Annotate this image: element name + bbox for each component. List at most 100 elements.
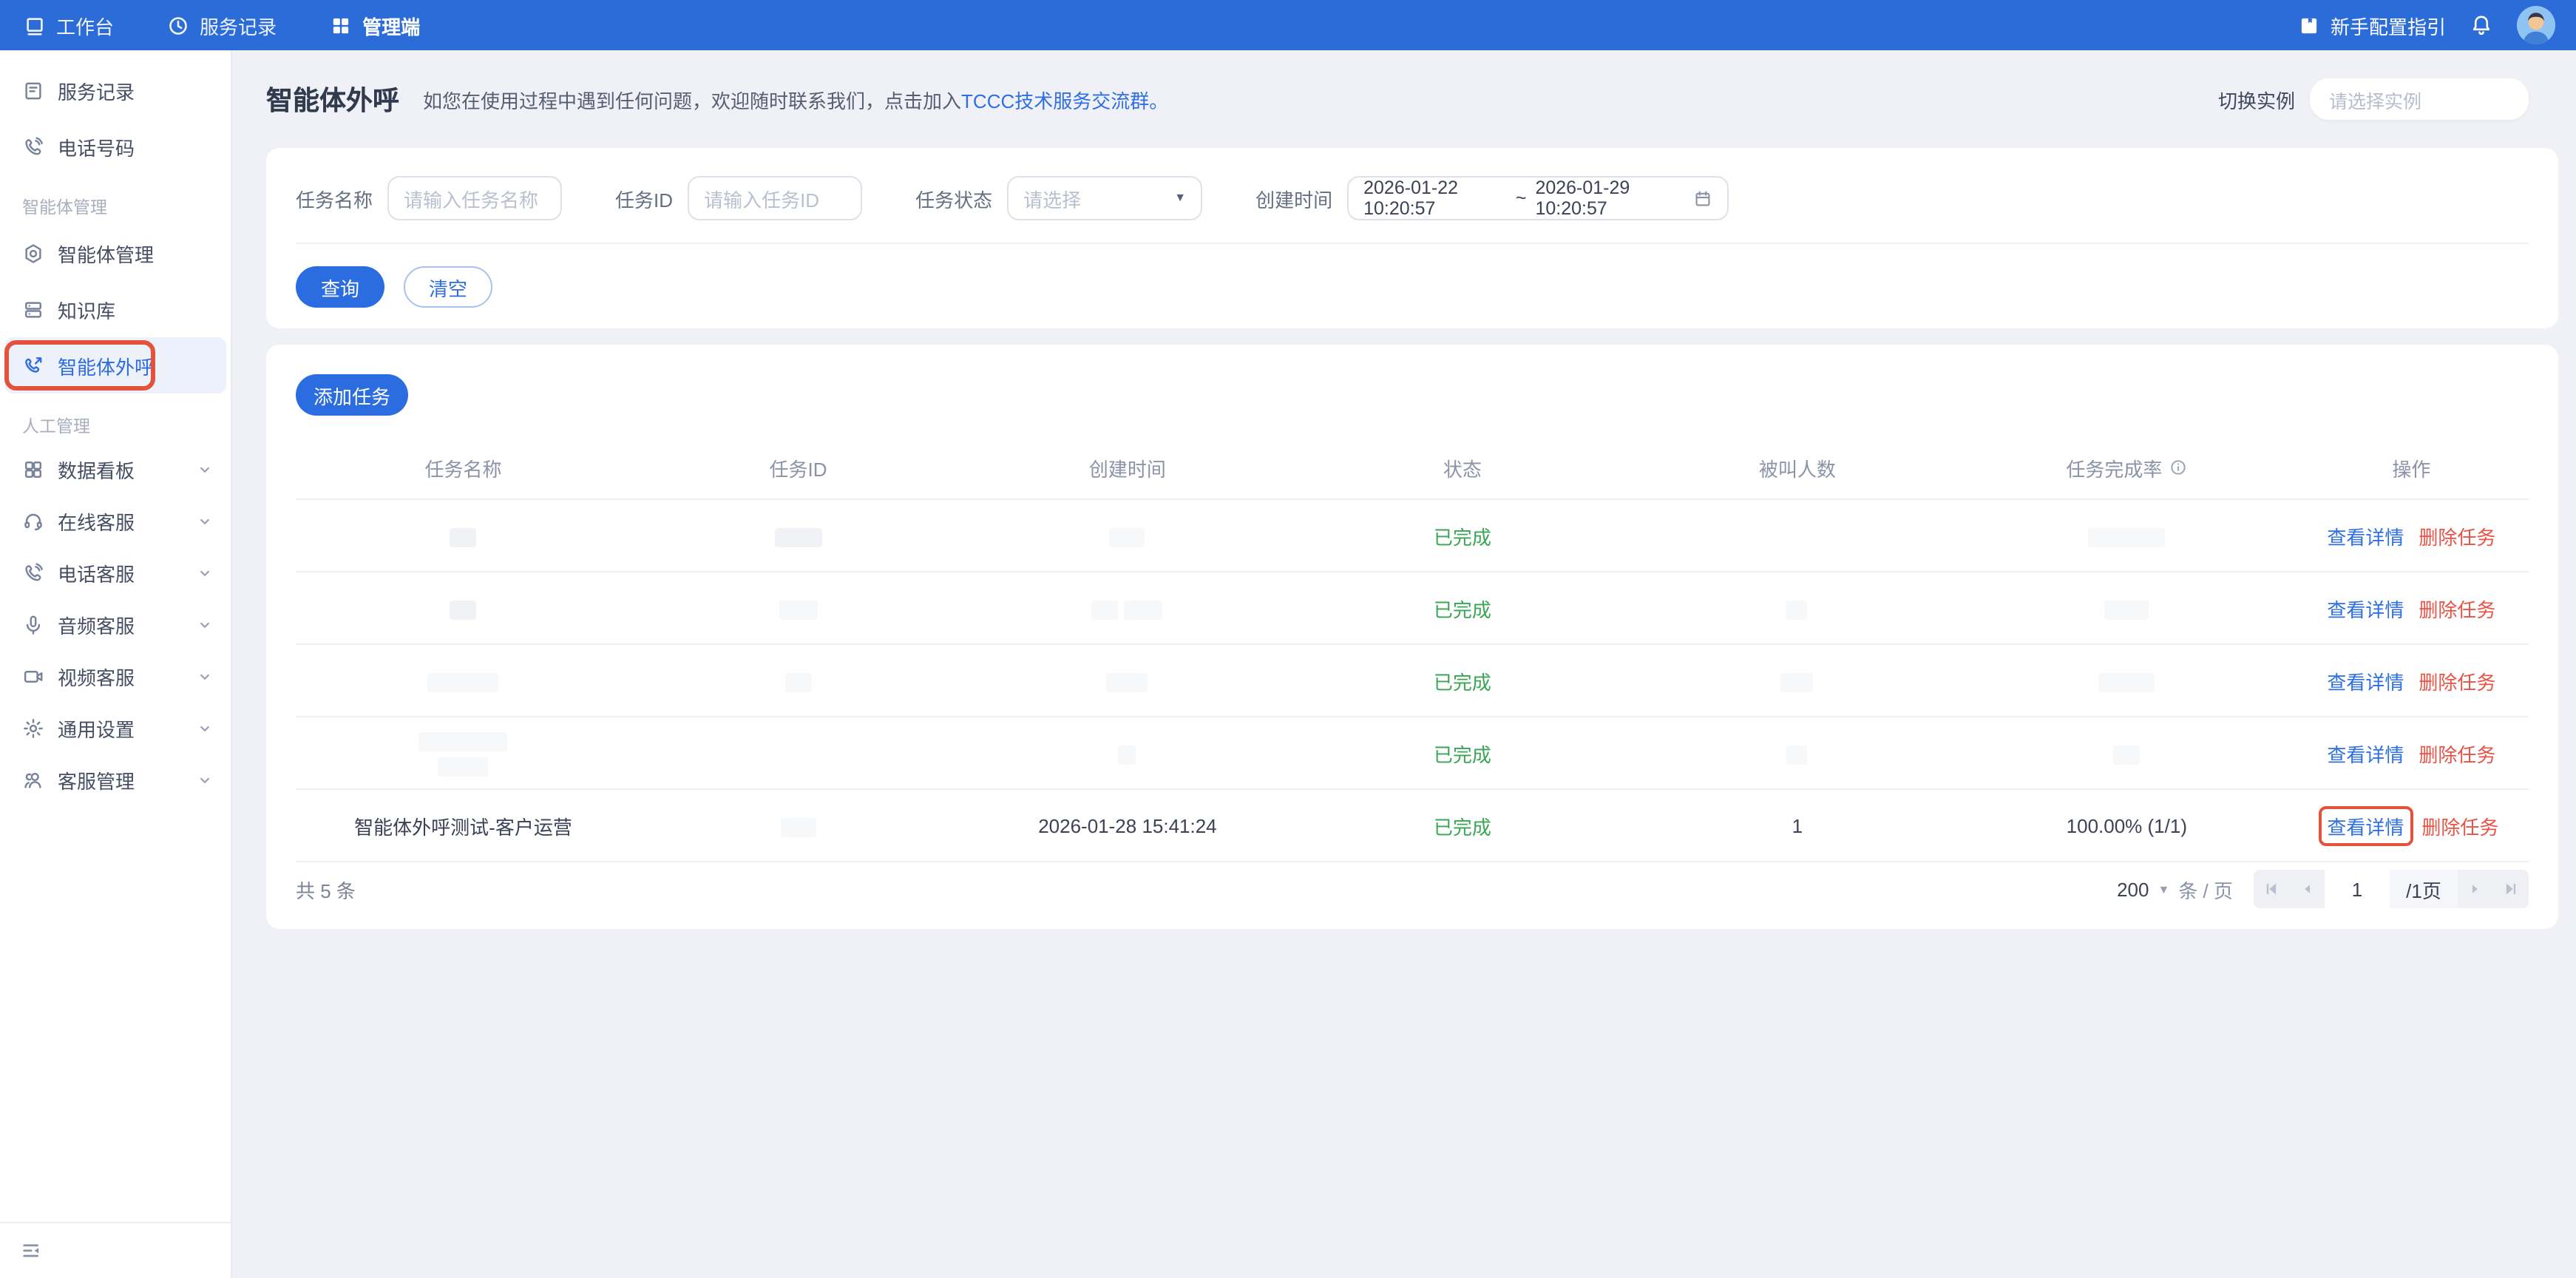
sidebar-item-video-service[interactable]: 视频客服 [0, 651, 231, 703]
called-count-cell: 1 [1635, 789, 1959, 862]
beginner-guide-button[interactable]: 新手配置指引 [2298, 11, 2446, 39]
col-status: 状态 [1289, 436, 1636, 500]
user-avatar[interactable] [2517, 6, 2555, 44]
delete-task-link[interactable]: 删除任务 [2419, 671, 2496, 693]
filter-divider [296, 243, 2529, 244]
sidebar-item-online-service[interactable]: 在线客服 [0, 496, 231, 547]
status-badge: 已完成 [1433, 671, 1491, 693]
status-badge: 已完成 [1433, 598, 1491, 621]
collapse-sidebar-button[interactable] [0, 1222, 231, 1278]
info-icon[interactable] [2169, 459, 2187, 476]
sidebar-item-label: 通用设置 [58, 719, 135, 741]
task-id-label: 任务ID [615, 189, 674, 211]
sidebar-item-label: 数据看板 [58, 460, 135, 482]
task-id-input[interactable]: 请输入任务ID [688, 176, 863, 220]
table-row: 智能体外呼测试-客户运营 2026-01-28 15:41:24 已完成 1 1… [296, 789, 2529, 862]
sidebar-item-phone-numbers[interactable]: 电话号码 [0, 118, 231, 175]
pagination-bar: 共 5 条 200 ▼ 条 / 页 1 [296, 870, 2529, 908]
view-details-link[interactable]: 查看详情 [2327, 598, 2404, 621]
delete-task-link[interactable]: 删除任务 [2419, 526, 2496, 548]
sidebar-item-audio-service[interactable]: 音频客服 [0, 599, 231, 651]
tab-admin[interactable]: 管理端 [303, 0, 447, 50]
chevron-down-icon [197, 513, 213, 530]
sidebar-item-agent-staff-management[interactable]: 客服管理 [0, 754, 231, 806]
sidebar-item-label: 智能体外呼 [58, 356, 155, 378]
phone-outbound-icon [22, 354, 44, 376]
status-badge: 已完成 [1433, 526, 1491, 548]
date-range-input[interactable]: 2026-01-22 10:20:57 ~ 2026-01-29 10:20:5… [1347, 176, 1729, 220]
switch-instance-label: 切换实例 [2217, 89, 2295, 112]
task-status-label: 任务状态 [915, 189, 993, 211]
delete-task-link[interactable]: 删除任务 [2419, 598, 2496, 621]
clear-button[interactable]: 清空 [404, 266, 492, 308]
phone-signal-icon [22, 135, 44, 158]
sidebar-item-agent-outbound[interactable]: 智能体外呼 [4, 337, 226, 393]
table-row: 已完成 查看详情 删除任务 [296, 644, 2529, 717]
sidebar-item-label: 电话号码 [58, 137, 135, 159]
table-row: 已完成 查看详情 删除任务 [296, 717, 2529, 790]
search-button[interactable]: 查询 [296, 266, 384, 308]
sidebar-item-agent-management[interactable]: 智能体管理 [0, 225, 231, 281]
col-task-name: 任务名称 [296, 436, 631, 500]
task-status-select[interactable]: 请选择 ▼ [1007, 176, 1203, 220]
current-page-input[interactable]: 1 [2325, 870, 2390, 908]
page-size-select[interactable]: 200 ▼ 条 / 页 [2117, 875, 2233, 903]
view-details-link[interactable]: 查看详情 [2327, 743, 2404, 765]
chevron-down-icon [197, 772, 213, 788]
sidebar-item-dashboard[interactable]: 数据看板 [0, 444, 231, 496]
table-row: 已完成 查看详情 删除任务 [296, 572, 2529, 645]
delete-task-link[interactable]: 删除任务 [2419, 743, 2496, 765]
sidebar-item-label: 在线客服 [58, 512, 135, 534]
col-actions: 操作 [2294, 436, 2529, 500]
chevron-down-icon [197, 720, 213, 737]
tab-label: 工作台 [56, 16, 115, 38]
task-name-label: 任务名称 [296, 189, 373, 211]
col-task-id: 任务ID [631, 436, 966, 500]
col-create-time: 创建时间 [966, 436, 1289, 500]
chevron-down-icon [197, 669, 213, 685]
phone-signal-icon [22, 562, 44, 584]
view-details-link[interactable]: 查看详情 [2327, 816, 2404, 838]
sidebar: 服务记录 电话号码 智能体管理 智能体管理 知识库 智能体外呼 [0, 50, 232, 1278]
sidebar-item-service-records[interactable]: 服务记录 [0, 62, 231, 118]
prev-page-button[interactable] [2289, 870, 2325, 908]
total-pages-label: /1页 [2390, 870, 2458, 908]
last-page-button[interactable] [2493, 870, 2529, 908]
tab-label: 管理端 [362, 16, 421, 38]
tab-workbench[interactable]: 工作台 [0, 0, 140, 50]
notification-bell-icon[interactable] [2470, 13, 2493, 37]
view-details-link[interactable]: 查看详情 [2327, 671, 2404, 693]
task-name-cell: 智能体外呼测试-客户运营 [296, 789, 631, 862]
page-subtitle: 如您在使用过程中遇到任何问题，欢迎随时联系我们，点击加入TCCC技术服务交流群。 [423, 89, 1169, 112]
clock-icon [167, 14, 189, 36]
collapse-sidebar-icon [21, 1240, 43, 1262]
tab-label: 服务记录 [200, 16, 277, 38]
people-icon [22, 769, 44, 791]
table-row: 已完成 查看详情 删除任务 [296, 499, 2529, 572]
col-completion-rate: 任务完成率 [1959, 436, 2294, 500]
completion-rate-cell: 100.00% (1/1) [1959, 789, 2294, 862]
sidebar-item-phone-service[interactable]: 电话客服 [0, 547, 231, 599]
sidebar-section-manual: 人工管理 [22, 419, 90, 436]
tccc-group-link[interactable]: TCCC技术服务交流群。 [961, 89, 1169, 112]
sidebar-item-general-settings[interactable]: 通用设置 [0, 703, 231, 754]
microphone-icon [22, 614, 44, 636]
chevron-down-icon [197, 565, 213, 581]
sidebar-item-label: 视频客服 [58, 667, 135, 689]
next-page-button[interactable] [2458, 870, 2493, 908]
total-count: 共 5 条 [296, 879, 356, 902]
guide-book-icon [2298, 14, 2320, 36]
switch-instance-select[interactable]: 请选择实例 [2310, 78, 2529, 120]
add-task-button[interactable]: 添加任务 [296, 374, 408, 416]
task-name-input[interactable]: 请输入任务名称 [387, 176, 563, 220]
date-end: 2026-01-29 10:20:57 [1535, 178, 1630, 219]
first-page-button[interactable] [2254, 870, 2289, 908]
delete-task-link[interactable]: 删除任务 [2421, 816, 2499, 838]
video-camera-icon [22, 666, 44, 688]
sidebar-item-knowledge-base[interactable]: 知识库 [0, 281, 231, 337]
tab-service-records[interactable]: 服务记录 [140, 0, 303, 50]
date-start: 2026-01-22 10:20:57 [1363, 178, 1459, 219]
dropdown-caret-icon: ▼ [2158, 882, 2170, 896]
view-details-link[interactable]: 查看详情 [2327, 526, 2404, 548]
create-time-cell: 2026-01-28 15:41:24 [966, 789, 1289, 862]
